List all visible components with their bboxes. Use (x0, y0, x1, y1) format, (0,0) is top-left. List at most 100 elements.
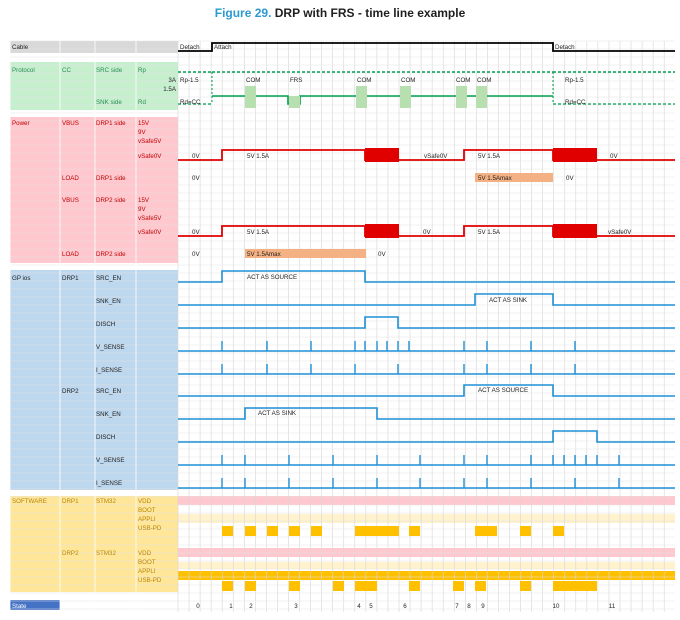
drp2-vsense-label: V_SENSE (96, 457, 125, 464)
sw-drp1-usbpd-block-5 (355, 526, 399, 536)
gpio-section-bg (10, 270, 178, 490)
protocol-section-bg (10, 62, 178, 110)
sw-drp2-usbpd-block-4 (355, 581, 377, 591)
drp2-act-source: ACT AS SOURCE (478, 387, 528, 394)
load2-bar (245, 249, 366, 258)
state-number-3: 3 (294, 603, 298, 610)
state-number-2: 2 (249, 603, 253, 610)
sw-drp1-vdd-row (178, 496, 675, 505)
state-number-6: 6 (403, 603, 407, 610)
sw-drp2-usbpd-block-6 (453, 581, 464, 591)
cable-attach-text: Attach (214, 44, 232, 51)
sw-drp1-usbpd-block-6 (409, 526, 420, 536)
val-15a: 1.5A (163, 86, 177, 93)
state-number-9: 9 (481, 603, 485, 610)
sw-bootb-label: BOOT (138, 559, 156, 566)
state-number-1: 1 (229, 603, 233, 610)
sw-stm32-label: STM32 (96, 498, 117, 505)
sw-applib-label: APPLI (138, 568, 156, 575)
vbus2-label: VBUS (62, 197, 79, 204)
vbus1-label: VBUS (62, 120, 79, 127)
com-text-4: COM (456, 77, 470, 84)
gpio-label: GP ios (12, 275, 30, 282)
load1-side-label: DRP1 side (96, 175, 126, 182)
drp2-src-en-wave (178, 384, 675, 397)
load1-label: LOAD (62, 175, 79, 182)
cable-section-bg (10, 41, 178, 53)
drp2-side-label: DRP2 side (96, 197, 126, 204)
v15b-label: 15V (138, 197, 150, 204)
power-section-bg (10, 117, 178, 263)
rdcc-end-text: Rd=CC (565, 99, 586, 106)
drp1-act-source: ACT AS SOURCE (247, 274, 297, 281)
drp1-act-sink: ACT AS SINK (489, 297, 528, 304)
rd-label: Rd (138, 99, 146, 106)
sw-drp2-boot-row (178, 562, 675, 569)
drp2-snk-en-label: SNK_EN (96, 411, 121, 418)
sw-appli-label: APPLI (138, 516, 156, 523)
vsafe0-label: vSafe0V (138, 153, 162, 160)
load2-side-label: DRP2 side (96, 251, 126, 258)
figure-title: Figure 29. DRP with FRS - time line exam… (0, 6, 680, 20)
state-number-7: 7 (455, 603, 459, 610)
frs-bar (289, 96, 300, 108)
sw-drp1-usbpd-block-9 (553, 526, 564, 536)
vbus2-5v-b: 5V 1.5A (478, 229, 501, 236)
vsafe0b-label: vSafe0V (138, 229, 162, 236)
v9-label: 9V (138, 129, 146, 136)
sw-drp1-appli-row (178, 514, 675, 523)
drp1-src-en-label: SRC_EN (96, 275, 121, 282)
vbus1-5v: 5V 1.5A (247, 153, 270, 160)
drp1-src-en-wave (178, 270, 675, 283)
load2-0v-end: 0V (378, 251, 386, 258)
vsafe5b-label: vSafe5V (138, 215, 162, 222)
software-section-bg (10, 496, 178, 592)
sw-usbpd-label: USB-PD (138, 525, 162, 532)
sw-vdd-label: VDD (138, 498, 152, 505)
vbus2-0v-b: 0V (423, 229, 431, 236)
drp1-snk-en-wave (178, 293, 675, 306)
sw-drp2-usbpd-block-1 (245, 581, 256, 591)
cable-waveform (178, 42, 675, 52)
com-2-bar (356, 86, 367, 108)
state-number-5: 5 (369, 603, 373, 610)
vbus1-vsafe0v: vSafe0V (424, 153, 448, 160)
vbus2-pulse-a (365, 224, 399, 238)
cable-detach2-text: Detach (555, 44, 575, 51)
sw-drp2-usbpd-block-8 (520, 581, 531, 591)
sw-boot-label: BOOT (138, 507, 156, 514)
com-4-bar (456, 86, 467, 108)
com-text-1: COM (246, 77, 260, 84)
sw-drp2-usbpd-block-5 (409, 581, 420, 591)
drp2-disch-wave (178, 430, 675, 443)
load1-0v: 0V (192, 175, 200, 182)
state-number-4: 4 (357, 603, 361, 610)
sw-drp2-usbpd-block-0 (222, 581, 233, 591)
figure-number: Figure 29. (214, 6, 272, 20)
src-side-label: SRC side (96, 67, 123, 74)
drp2-act-sink: ACT AS SINK (258, 410, 297, 417)
cable-detach-text: Detach (180, 44, 200, 51)
drp1-vsense-label: V_SENSE (96, 344, 125, 351)
sw-drp1-usbpd-block-7 (475, 526, 497, 536)
rp15-end-text: Rp-1.5 (565, 77, 584, 84)
state-section-bg (10, 600, 60, 610)
software-label: SOFTWARE (12, 498, 47, 505)
state-number-8: 8 (467, 603, 471, 610)
com-3-bar (400, 86, 411, 108)
load1-0v-end: 0V (566, 175, 574, 182)
sw-drp1-usbpd-block-4 (311, 526, 322, 536)
protocol-label: Protocol (12, 67, 35, 74)
rp-label: Rp (138, 67, 146, 74)
cable-label: Cable (12, 44, 29, 51)
vbus2-5v: 5V 1.5A (247, 229, 270, 236)
drp2-src-en-label: SRC_EN (96, 388, 121, 395)
vbus1-0v-end: 0V (610, 153, 618, 160)
snk-side-label: SNK side (96, 99, 122, 106)
state-number-10: 10 (553, 603, 560, 610)
load1-5v: 5V 1.5Amax (478, 175, 513, 182)
sw-drp2-label: DRP2 (62, 550, 79, 557)
state-number-11: 11 (609, 603, 616, 610)
gpio-drp2-label: DRP2 (62, 388, 79, 395)
